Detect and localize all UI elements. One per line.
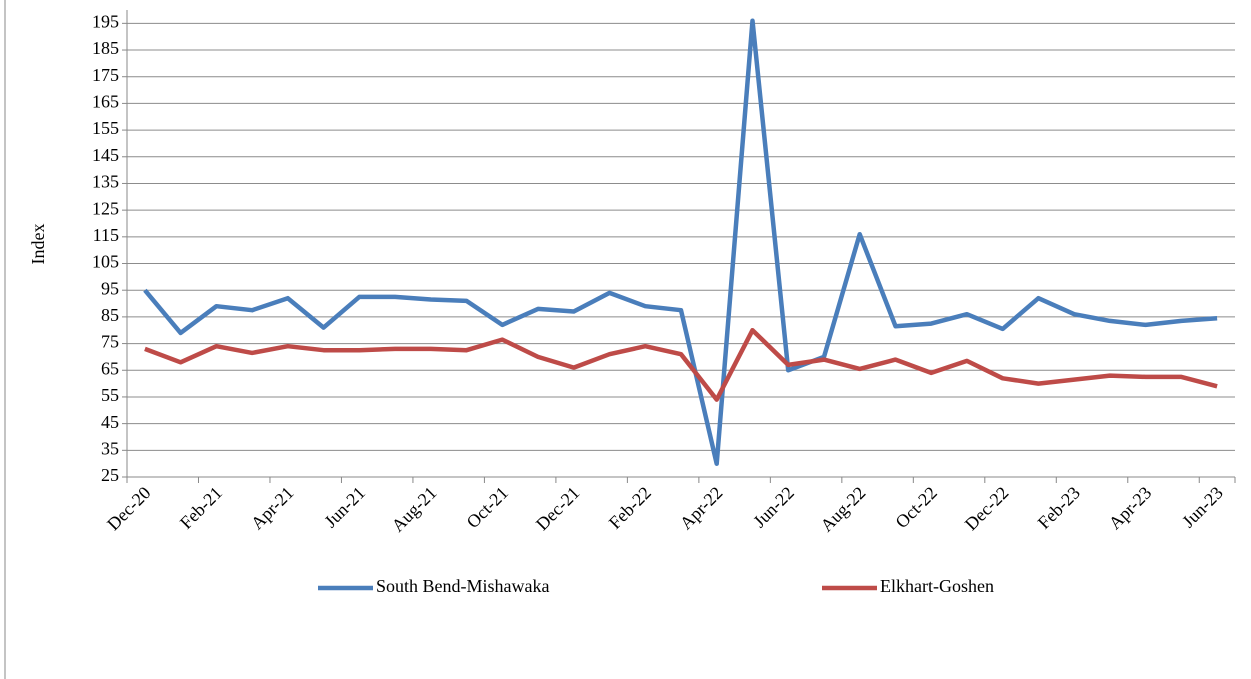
legend-label: South Bend-Mishawaka [376, 576, 549, 596]
y-tick-label: 165 [92, 92, 119, 112]
y-tick-label: 75 [101, 332, 119, 352]
series-line [144, 327, 1218, 402]
y-tick-label: 125 [92, 198, 119, 218]
x-tick-label: Apr-22 [676, 483, 727, 534]
x-tick-label: Aug-22 [816, 483, 869, 536]
x-tick-label: Dec-21 [532, 483, 584, 535]
y-tick-label: 155 [92, 118, 119, 138]
x-tick-label: Feb-23 [1034, 483, 1084, 533]
x-tick-label: Apr-23 [1105, 483, 1156, 534]
chart-frame [4, 0, 6, 679]
x-tick-label: Jun-22 [749, 483, 798, 532]
y-tick-label: 195 [92, 11, 119, 31]
x-tick-label: Oct-22 [891, 483, 940, 532]
legend-label: Elkhart-Goshen [880, 576, 994, 596]
x-tick-label: Apr-21 [247, 483, 298, 534]
x-tick-label: Feb-21 [176, 483, 226, 533]
y-tick-label: 85 [101, 305, 119, 325]
x-tick-label: Jun-21 [320, 483, 369, 532]
y-tick-label: 115 [93, 225, 119, 245]
y-tick-label: 145 [92, 145, 119, 165]
y-axis-label: Index [28, 224, 48, 265]
x-tick-label: Feb-22 [605, 483, 655, 533]
y-tick-label: 25 [101, 465, 119, 485]
y-tick-label: 45 [101, 412, 119, 432]
x-tick-label: Dec-20 [103, 483, 155, 535]
x-tick-label: Dec-22 [961, 483, 1013, 535]
y-tick-label: 185 [92, 38, 119, 58]
y-tick-label: 105 [92, 252, 119, 272]
x-tick-label: Oct-21 [463, 483, 512, 532]
y-tick-label: 135 [92, 172, 119, 192]
y-tick-label: 55 [101, 385, 119, 405]
y-tick-label: 65 [101, 358, 119, 378]
y-tick-label: 35 [101, 438, 119, 458]
y-tick-label: 175 [92, 65, 119, 85]
y-tick-label: 95 [101, 278, 119, 298]
x-tick-label: Aug-21 [388, 483, 441, 536]
series-line [143, 18, 1218, 466]
x-tick-label: Jun-23 [1178, 483, 1227, 532]
